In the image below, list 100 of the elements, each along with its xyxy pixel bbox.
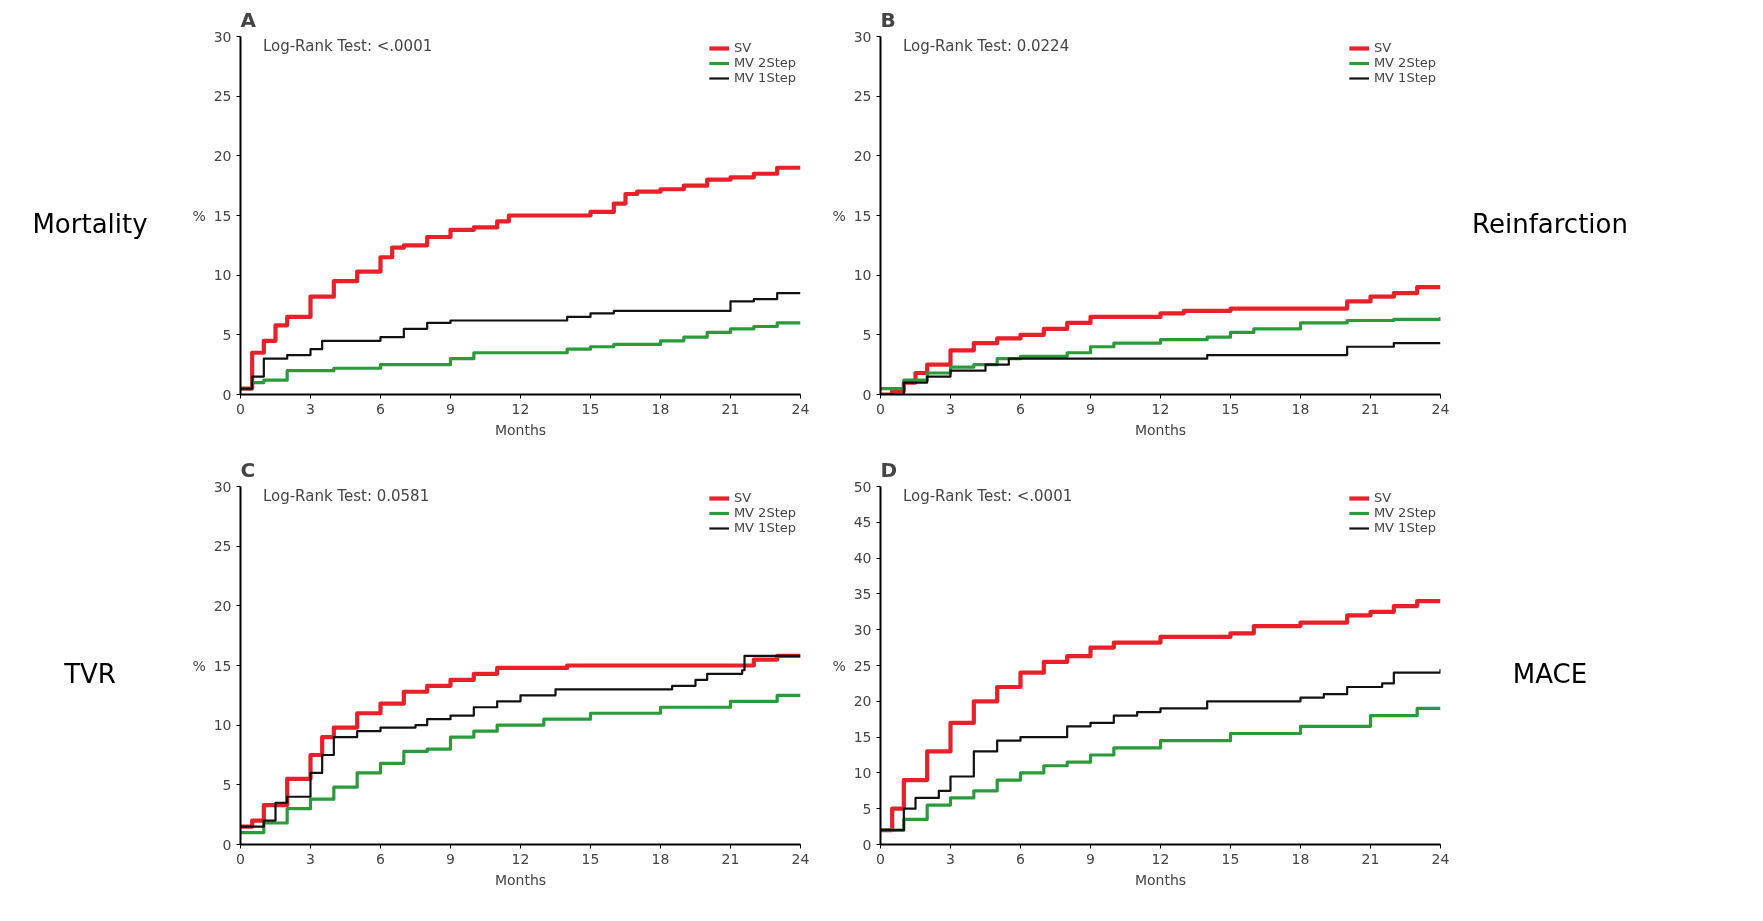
x-tick-label: 6	[376, 400, 386, 417]
text: MACE	[1512, 658, 1588, 692]
y-tick-label: 0	[222, 836, 232, 853]
x-axis-title: Months	[1134, 421, 1187, 438]
y-tick-label: 5	[222, 776, 232, 793]
x-tick-label: 24	[791, 850, 810, 867]
y-tick-label: 30	[853, 28, 872, 45]
y-tick-label: 5	[222, 326, 232, 343]
y-tick-label: 20	[213, 597, 232, 614]
x-tick-label: 3	[946, 850, 955, 867]
x-tick-label: 12	[1151, 400, 1170, 417]
x-tick-label: 24	[1431, 850, 1450, 867]
x-tick-label: 12	[511, 850, 530, 867]
y-tick-label: 15	[853, 729, 872, 746]
y-tick-label: 20	[213, 147, 232, 164]
chart-title: A	[240, 7, 257, 32]
text: TVR	[64, 658, 116, 692]
annotation: Log-Rank Test: <.0001	[902, 486, 1073, 505]
legend-label: MV 1Step	[1373, 520, 1436, 535]
y-tick-label: 10	[853, 267, 872, 284]
annotation: Log-Rank Test: 0.0581	[262, 486, 430, 505]
legend-label: SV	[1373, 40, 1393, 55]
x-tick-label: 0	[236, 850, 245, 867]
y-axis-title: %	[192, 207, 206, 224]
y-tick-label: 15	[213, 207, 232, 224]
y-tick-label: 35	[853, 585, 872, 602]
annotation: Log-Rank Test: <.0001	[262, 36, 433, 55]
y-tick-label: 10	[213, 717, 232, 734]
x-tick-label: 12	[511, 400, 530, 417]
y-tick-label: 30	[853, 621, 872, 638]
y-tick-label: 40	[853, 550, 872, 567]
annotation: Log-Rank Test: 0.0224	[902, 36, 1070, 55]
x-tick-label: 6	[1016, 400, 1026, 417]
y-tick-label: 5	[862, 800, 872, 817]
x-tick-label: 9	[446, 850, 455, 867]
y-tick-label: 25	[853, 657, 872, 674]
legend-label: MV 1Step	[733, 520, 796, 535]
y-tick-label: 0	[862, 836, 872, 853]
x-tick-label: 9	[1086, 850, 1095, 867]
x-tick-label: 24	[791, 400, 810, 417]
x-tick-label: 21	[721, 850, 740, 867]
y-tick-label: 20	[853, 693, 872, 710]
legend-label: MV 2Step	[733, 505, 796, 520]
x-tick-label: 6	[376, 850, 386, 867]
x-axis-title: Months	[1134, 871, 1187, 888]
y-axis-title: %	[832, 657, 846, 674]
y-axis-title: %	[832, 207, 846, 224]
y-tick-label: 20	[853, 147, 872, 164]
y-tick-label: 50	[853, 478, 872, 495]
x-tick-label: 21	[1361, 400, 1380, 417]
chart-title: C	[240, 457, 256, 482]
y-axis-title: %	[192, 657, 206, 674]
y-tick-label: 0	[862, 386, 872, 403]
legend-label: MV 1Step	[1373, 70, 1436, 85]
legend-label: MV 1Step	[733, 70, 796, 85]
y-tick-label: 15	[213, 657, 232, 674]
y-tick-label: 25	[213, 538, 232, 555]
chart-title: D	[880, 457, 898, 482]
legend-label: MV 2Step	[733, 55, 796, 70]
legend-label: MV 2Step	[1373, 55, 1436, 70]
x-tick-label: 9	[446, 400, 455, 417]
y-tick-label: 5	[862, 326, 872, 343]
y-tick-label: 25	[213, 88, 232, 105]
x-tick-label: 24	[1431, 400, 1450, 417]
x-tick-label: 15	[1221, 400, 1240, 417]
x-tick-label: 18	[651, 850, 670, 867]
text: Reinfarction	[1472, 208, 1628, 242]
y-tick-label: 0	[222, 386, 232, 403]
legend-label: MV 2Step	[1373, 505, 1436, 520]
x-tick-label: 15	[581, 850, 600, 867]
y-tick-label: 10	[213, 267, 232, 284]
y-tick-label: 30	[213, 478, 232, 495]
y-tick-label: 25	[853, 88, 872, 105]
x-tick-label: 18	[1291, 400, 1310, 417]
x-tick-label: 15	[1221, 850, 1240, 867]
x-tick-label: 12	[1151, 850, 1170, 867]
x-tick-label: 21	[721, 400, 740, 417]
x-tick-label: 3	[306, 850, 315, 867]
x-tick-label: 18	[1291, 850, 1310, 867]
x-tick-label: 6	[1016, 850, 1026, 867]
x-tick-label: 0	[236, 400, 245, 417]
y-tick-label: 10	[853, 764, 872, 781]
y-tick-label: 15	[853, 207, 872, 224]
legend-label: SV	[733, 40, 753, 55]
y-tick-label: 30	[213, 28, 232, 45]
x-axis-title: Months	[494, 421, 547, 438]
x-tick-label: 3	[306, 400, 315, 417]
chart-title: B	[880, 7, 896, 32]
x-tick-label: 21	[1361, 850, 1380, 867]
x-tick-label: 15	[581, 400, 600, 417]
legend-label: SV	[1373, 490, 1393, 505]
y-tick-label: 45	[853, 514, 872, 531]
x-tick-label: 18	[651, 400, 670, 417]
x-tick-label: 0	[876, 850, 885, 867]
x-axis-title: Months	[494, 871, 547, 888]
legend-label: SV	[733, 490, 753, 505]
x-tick-label: 9	[1086, 400, 1095, 417]
x-tick-label: 3	[946, 400, 955, 417]
x-tick-label: 0	[876, 400, 885, 417]
text: Mortality	[32, 208, 148, 242]
